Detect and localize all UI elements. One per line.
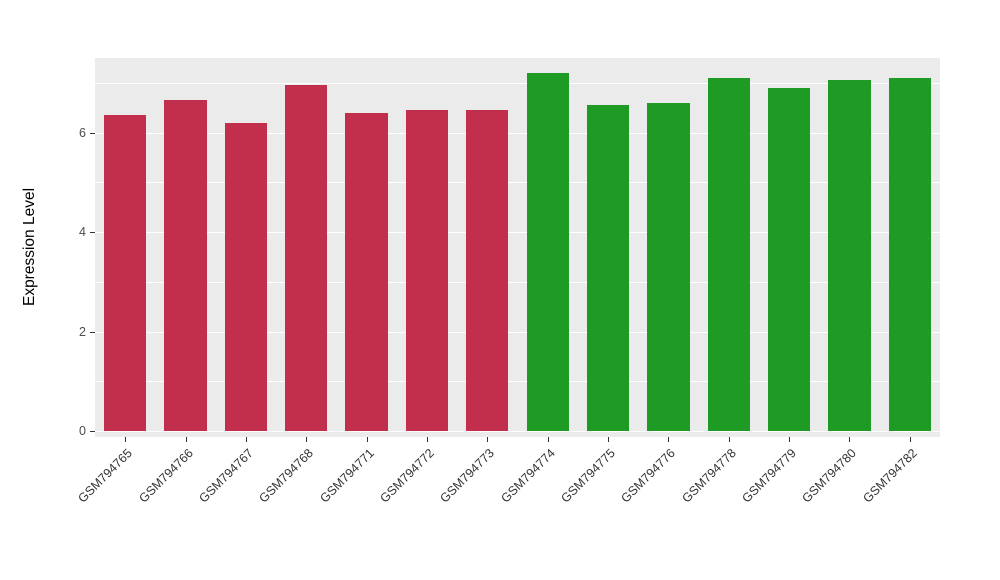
x-tick-mark — [185, 437, 187, 442]
x-tick-label: GSM794774 — [498, 446, 558, 506]
gridline-minor — [95, 182, 940, 184]
bar — [526, 72, 569, 431]
bar — [285, 85, 328, 431]
y-tick-label: 0 — [79, 424, 86, 438]
x-tick-label: GSM794772 — [377, 446, 437, 506]
x-tick-label: GSM794765 — [75, 446, 136, 506]
bar — [104, 115, 147, 431]
y-tick-mark — [90, 331, 95, 333]
bar — [224, 122, 268, 431]
x-tick-mark — [728, 437, 730, 442]
x-tick-mark — [366, 437, 368, 442]
bar — [647, 102, 690, 431]
x-tick-mark — [426, 437, 428, 442]
x-tick-label: GSM794779 — [739, 446, 799, 506]
gridline-major — [95, 431, 940, 433]
y-tick-mark — [90, 232, 95, 234]
x-tick-mark — [789, 437, 791, 442]
y-tick-label: 6 — [79, 125, 86, 140]
y-tick-mark — [90, 431, 95, 432]
gridline-major — [95, 331, 940, 333]
x-tick-mark — [487, 437, 489, 442]
y-tick-mark — [90, 132, 95, 134]
x-tick-label: GSM794776 — [618, 446, 679, 506]
gridline-minor — [95, 381, 940, 382]
gridline-major — [95, 232, 940, 234]
x-tick-mark — [849, 437, 851, 442]
x-tick-mark — [245, 437, 247, 442]
plot-panel — [95, 58, 940, 437]
gridline-major — [95, 132, 940, 134]
x-tick-label: GSM794775 — [558, 446, 618, 506]
bar — [345, 112, 388, 431]
y-axis-title: Expression Level — [21, 187, 38, 307]
bar — [888, 77, 931, 431]
x-tick-mark — [125, 437, 127, 442]
bar — [466, 110, 509, 431]
x-tick-mark — [909, 437, 911, 442]
x-tick-mark — [306, 437, 308, 442]
x-tick-label: GSM794766 — [135, 446, 196, 506]
x-tick-label: GSM794780 — [799, 446, 860, 506]
y-tick-label: 4 — [79, 225, 86, 240]
x-tick-label: GSM794782 — [860, 446, 920, 506]
bar — [767, 87, 811, 431]
y-tick-label: 2 — [79, 324, 86, 339]
x-tick-label: GSM794767 — [196, 446, 256, 506]
bar — [828, 80, 871, 431]
bar — [586, 105, 630, 431]
x-tick-label: GSM794778 — [679, 446, 739, 506]
bar — [707, 77, 750, 431]
bar — [405, 110, 449, 431]
gridline-minor — [95, 82, 940, 84]
x-tick-mark — [547, 437, 549, 442]
bar — [164, 100, 207, 431]
x-tick-mark — [608, 437, 610, 442]
x-tick-label: GSM794773 — [437, 446, 498, 506]
x-tick-label: GSM794771 — [316, 446, 377, 506]
x-tick-label: GSM794768 — [256, 446, 317, 506]
x-tick-mark — [668, 437, 670, 442]
gridline-minor — [95, 281, 940, 283]
